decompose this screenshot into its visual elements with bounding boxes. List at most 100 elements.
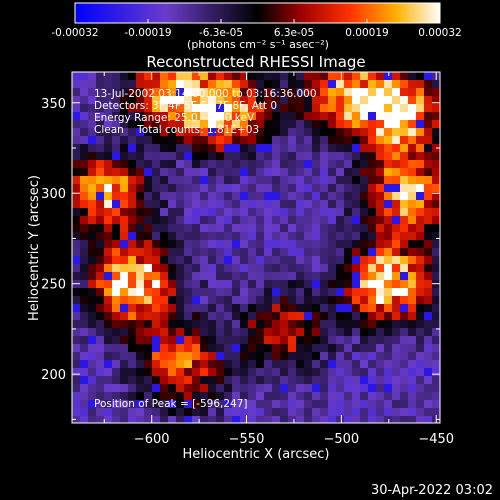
heatmap-pixel xyxy=(360,248,369,257)
heatmap-pixel xyxy=(408,400,417,409)
heatmap-pixel xyxy=(216,152,225,161)
heatmap-pixel xyxy=(128,408,137,417)
heatmap-pixel xyxy=(120,256,129,265)
heatmap-pixel xyxy=(400,416,409,423)
heatmap-pixel xyxy=(88,152,97,161)
heatmap-pixel xyxy=(328,384,337,393)
heatmap-pixel xyxy=(168,368,177,377)
heatmap-pixel xyxy=(144,128,153,137)
heatmap-pixel xyxy=(320,88,329,97)
heatmap-pixel xyxy=(160,112,169,121)
heatmap-pixel xyxy=(144,352,153,361)
heatmap-pixel xyxy=(328,312,337,321)
heatmap-pixel xyxy=(296,280,305,289)
heatmap-pixel xyxy=(376,136,385,145)
heatmap-pixel xyxy=(320,216,329,225)
heatmap-pixel xyxy=(392,344,401,353)
heatmap-pixel xyxy=(272,192,281,201)
heatmap-pixel xyxy=(312,120,321,129)
heatmap-pixel xyxy=(184,312,193,321)
heatmap-pixel xyxy=(136,80,145,89)
heatmap-pixel xyxy=(200,288,209,297)
heatmap-pixel xyxy=(80,128,89,137)
heatmap-pixel xyxy=(120,128,129,137)
heatmap-pixel xyxy=(328,256,337,265)
heatmap-pixel xyxy=(248,232,257,241)
heatmap-pixel xyxy=(192,224,201,233)
heatmap-pixel xyxy=(96,80,105,89)
heatmap-pixel xyxy=(344,192,353,201)
heatmap-pixel xyxy=(168,392,177,401)
heatmap-pixel xyxy=(392,200,401,209)
heatmap-pixel xyxy=(336,144,345,153)
heatmap-pixel xyxy=(384,208,393,217)
heatmap-pixel xyxy=(152,152,161,161)
heatmap-pixel xyxy=(304,272,313,281)
colorbar-units: (photons cm⁻² s⁻¹ asec⁻²) xyxy=(187,38,329,51)
heatmap-pixel xyxy=(272,352,281,361)
heatmap-pixel xyxy=(208,352,217,361)
heatmap-pixel xyxy=(312,288,321,297)
heatmap-pixel xyxy=(376,408,385,417)
heatmap-pixel xyxy=(144,304,153,313)
heatmap-pixel xyxy=(288,392,297,401)
heatmap-pixel xyxy=(232,88,241,97)
heatmap-pixel xyxy=(120,120,129,129)
heatmap-pixel xyxy=(376,208,385,217)
heatmap-pixel xyxy=(208,120,217,129)
heatmap-pixel xyxy=(424,272,433,281)
heatmap-pixel xyxy=(328,296,337,305)
heatmap-pixel xyxy=(312,376,321,385)
heatmap-pixel xyxy=(240,232,249,241)
heatmap-pixel xyxy=(224,304,233,313)
heatmap-pixel xyxy=(104,136,113,145)
heatmap-pixel xyxy=(88,264,97,273)
heatmap-pixel xyxy=(72,384,81,393)
heatmap-pixel xyxy=(424,112,433,121)
heatmap-pixel xyxy=(168,360,177,369)
heatmap-pixel xyxy=(360,368,369,377)
heatmap-pixel xyxy=(248,120,257,129)
heatmap-pixel xyxy=(368,376,377,385)
heatmap-pixel xyxy=(384,224,393,233)
heatmap-pixel xyxy=(296,160,305,169)
heatmap-pixel xyxy=(272,128,281,137)
heatmap-pixel xyxy=(192,256,201,265)
heatmap-pixel xyxy=(376,184,385,193)
heatmap-pixel xyxy=(128,120,137,129)
heatmap-pixel xyxy=(352,344,361,353)
heatmap-pixel xyxy=(328,416,337,423)
heatmap-pixel xyxy=(296,360,305,369)
heatmap-pixel xyxy=(336,72,345,81)
heatmap-pixel xyxy=(248,416,257,423)
heatmap-pixel xyxy=(264,384,273,393)
heatmap-pixel xyxy=(272,104,281,113)
heatmap-pixel xyxy=(208,368,217,377)
heatmap-pixel xyxy=(256,312,265,321)
heatmap-pixel xyxy=(272,240,281,249)
heatmap-pixel xyxy=(416,320,425,329)
heatmap-pixel xyxy=(200,392,209,401)
heatmap-pixel xyxy=(304,136,313,145)
heatmap-pixel xyxy=(136,216,145,225)
heatmap-pixel xyxy=(96,288,105,297)
heatmap-pixel xyxy=(224,416,233,423)
heatmap-pixel xyxy=(368,176,377,185)
heatmap-pixel xyxy=(216,320,225,329)
heatmap-pixel xyxy=(288,112,297,121)
heatmap-pixel xyxy=(424,392,433,401)
heatmap-pixel xyxy=(120,80,129,89)
heatmap-pixel xyxy=(312,152,321,161)
heatmap-pixel xyxy=(384,272,393,281)
heatmap-pixel xyxy=(136,152,145,161)
heatmap-pixel xyxy=(144,384,153,393)
heatmap-pixel xyxy=(424,216,433,225)
heatmap-pixel xyxy=(160,128,169,137)
heatmap-pixel xyxy=(168,328,177,337)
heatmap-pixel xyxy=(176,160,185,169)
heatmap-pixel xyxy=(128,272,137,281)
heatmap-pixel xyxy=(376,128,385,137)
heatmap-pixel xyxy=(88,200,97,209)
heatmap-pixel xyxy=(280,208,289,217)
heatmap-pixel xyxy=(392,224,401,233)
